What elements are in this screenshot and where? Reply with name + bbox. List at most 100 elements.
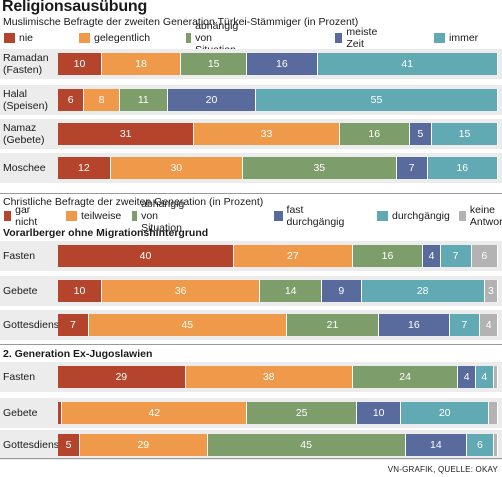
bar-segment: 16 <box>339 123 410 145</box>
bar-segment: 4 <box>458 366 476 388</box>
bar-segment: 18 <box>102 53 182 75</box>
bar-segment <box>489 402 498 424</box>
row-label: Ramadan (Fasten) <box>3 52 49 76</box>
chart-row: Gebete 42 25 10 20 <box>0 398 502 428</box>
bar-segment: 42 <box>62 402 248 424</box>
bar-segment: 25 <box>247 402 358 424</box>
row-label: Fasten <box>3 371 36 383</box>
bar-segment: 31 <box>58 123 195 145</box>
bar-segment: 45 <box>88 314 287 336</box>
legend-label: abhängig von Situation <box>141 198 185 234</box>
legend-label: gar nicht <box>15 204 38 228</box>
bar-segment: 36 <box>102 280 261 302</box>
bar-segment: 4 <box>423 245 441 267</box>
row-label: Namaz (Gebete) <box>3 122 45 146</box>
bar-segment: 20 <box>401 402 490 424</box>
legend-label: nie <box>19 32 34 44</box>
bar-segment: 12 <box>58 157 111 179</box>
bar-segment: 16 <box>379 314 450 336</box>
legend-item: gar nicht <box>4 204 41 228</box>
bar-segment: 9 <box>321 280 362 302</box>
bar-segment: 30 <box>110 157 243 179</box>
legend-swatch <box>459 211 466 221</box>
bar-segment: 29 <box>58 366 186 388</box>
bar-segment: 40 <box>58 245 234 267</box>
bar-segment: 10 <box>58 280 102 302</box>
row-label: Gebete <box>3 407 38 419</box>
chart-row: Gottesdienst 7 45 21 16 7 4 <box>0 310 502 340</box>
section-divider <box>0 193 502 194</box>
bar-segment: 29 <box>80 434 208 456</box>
row-label: Moschee <box>3 162 46 174</box>
bar-segment: 21 <box>286 314 380 336</box>
legend-item: durchgängig <box>377 210 450 222</box>
chart-row: Gottesdienst 5 29 45 14 6 <box>0 430 502 460</box>
row-label: Gebete <box>3 285 38 297</box>
stacked-bar: 6 8 11 20 55 <box>58 89 498 111</box>
chart-row: Fasten 40 27 16 4 7 6 <box>0 241 502 271</box>
bar-segment: 14 <box>405 434 468 456</box>
legend-item: nie <box>4 32 33 44</box>
bar-segment: 38 <box>185 366 353 388</box>
bar-segment <box>58 402 63 424</box>
bar-segment: 24 <box>352 366 459 388</box>
stacked-bar: 29 38 24 4 4 <box>58 366 498 388</box>
legend-swatch <box>79 33 90 43</box>
bar-segment: 6 <box>467 434 494 456</box>
bar-segment: 27 <box>234 245 353 267</box>
chart-title: Religionsausübung <box>2 0 148 15</box>
stacked-bar: 40 27 16 4 7 6 <box>58 245 498 267</box>
chart-row: Ramadan (Fasten) 10 18 15 16 41 <box>0 49 502 79</box>
bar-segment: 45 <box>207 434 406 456</box>
bar-segment: 5 <box>58 434 80 456</box>
bar-segment: 55 <box>255 89 498 111</box>
legend-label: teilweise <box>81 210 122 222</box>
bar-segment: 3 <box>484 280 498 302</box>
source-credit: VN-GRAFIK, QUELLE: OKAY <box>387 465 498 474</box>
bar-segment: 41 <box>317 53 498 75</box>
row-label: Gottesdienst <box>3 439 62 451</box>
bar-segment: 20 <box>167 89 256 111</box>
legend-swatch <box>274 211 283 221</box>
bar-segment: 5 <box>409 123 432 145</box>
legend-swatch <box>186 33 192 43</box>
legend-swatch <box>132 211 138 221</box>
bar-segment: 7 <box>440 245 472 267</box>
stacked-bar: 42 25 10 20 <box>58 402 498 424</box>
bar-segment: 10 <box>357 402 402 424</box>
bar-segment: 11 <box>119 89 168 111</box>
row-label: Gottesdienst <box>3 319 62 331</box>
bar-segment: 16 <box>247 53 318 75</box>
legend-swatch <box>4 211 12 221</box>
legend-swatch <box>4 33 15 43</box>
bar-segment: 7 <box>58 314 89 336</box>
group-heading-vorarlberger: Vorarlberger ohne Migrationshintergrund <box>3 227 209 239</box>
bar-segment: 8 <box>84 89 120 111</box>
legend-swatch <box>377 211 388 221</box>
legend-swatch <box>434 33 445 43</box>
legend-item: keine Antwort <box>459 204 502 228</box>
chart-row: Fasten 29 38 24 4 4 <box>0 362 502 392</box>
chart-row: Halal (Speisen) 6 8 11 20 55 <box>0 85 502 115</box>
legend-item: fast durchgängig <box>274 204 347 228</box>
bar-segment: 16 <box>427 157 498 179</box>
bar-segment: 15 <box>431 123 498 145</box>
stacked-bar: 10 18 15 16 41 <box>58 53 498 75</box>
stacked-bar: 7 45 21 16 7 4 <box>58 314 498 336</box>
section2-subtitle: Christliche Befragte der zweiten Generat… <box>3 196 264 208</box>
stacked-bar: 5 29 45 14 6 <box>58 434 498 456</box>
chart-row: Namaz (Gebete) 31 33 16 5 15 <box>0 119 502 149</box>
stacked-bar: 12 30 35 7 16 <box>58 157 498 179</box>
bar-segment: 6 <box>58 89 85 111</box>
bar-segment: 6 <box>471 245 498 267</box>
row-label: Halal (Speisen) <box>3 88 48 112</box>
legend-label: gelegentlich <box>94 32 151 44</box>
bar-segment: 4 <box>480 314 498 336</box>
legend-item: teilweise <box>66 210 121 222</box>
legend-item: meiste Zeit <box>335 26 381 50</box>
legend-swatch <box>66 211 77 221</box>
bar-segment <box>493 434 498 456</box>
bar-segment: 14 <box>260 280 322 302</box>
legend-label: fast durchgängig <box>286 204 345 228</box>
chart-row: Moschee 12 30 35 7 16 <box>0 153 502 183</box>
